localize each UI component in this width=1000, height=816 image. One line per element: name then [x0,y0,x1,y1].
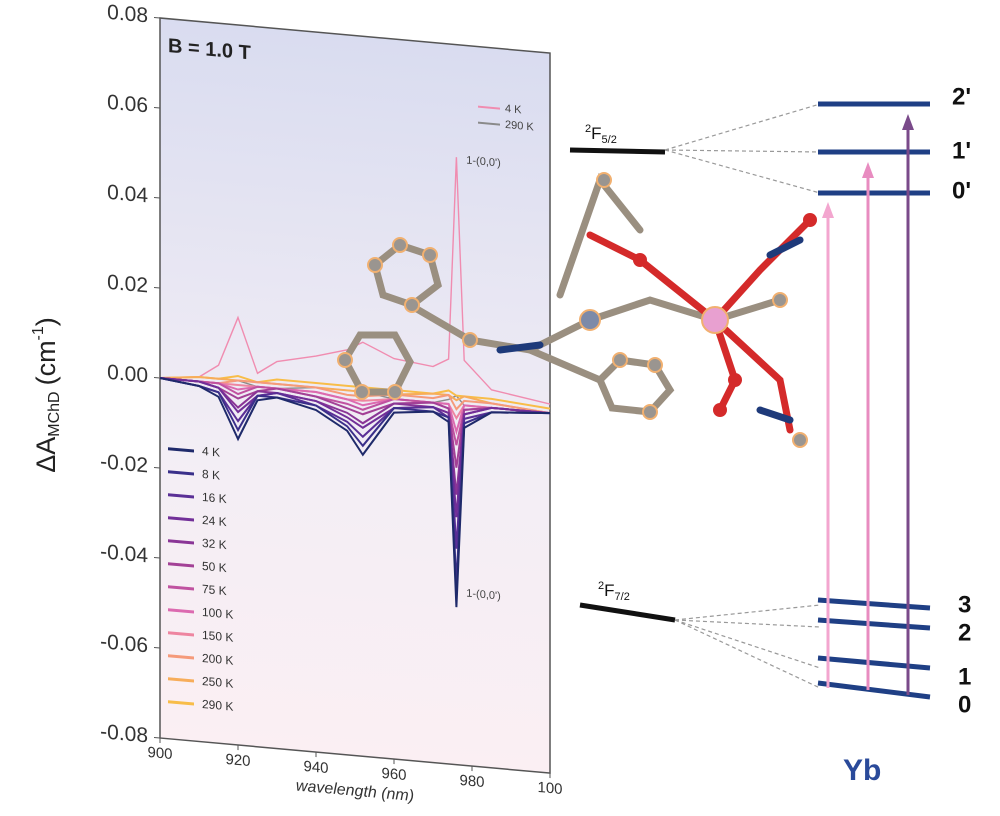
legend-swatch [168,539,194,545]
y-tick-label: -0.08 [100,720,148,747]
data-line [160,377,550,446]
lower-term-level [579,602,676,623]
y-tick-label: 0.02 [107,271,148,298]
plot-area: 0.08 0.06 0.04 0.02 0.00 -0.02 -0.04 -0.06 -0.08… [100,1,562,805]
legend-label: 4 K [202,444,220,460]
x-tick-label: 980 [459,772,484,791]
x-tick-label: 920 [225,751,250,770]
annotation: 1-(0,0') [466,587,500,602]
legend-swatch [168,516,194,522]
data-line [159,377,551,608]
y-label-unit: (cm [31,340,61,385]
term-multiplicity: 2 [598,580,604,592]
legend-label: 16 K [202,490,227,506]
legend-label: 50 K [202,559,227,575]
term-j: 5/2 [602,134,617,146]
y-label-sub: MChD [46,391,63,436]
level-label: 3 [958,591,971,618]
legend-label: 24 K [202,513,227,529]
y-tick-label: 0.08 [107,1,148,28]
annotation: 1-(0,0') [466,154,500,169]
legend-label: 250 K [202,674,233,691]
inset-legend-label: 290 K [505,119,534,134]
inset-legend-label: 4 K [505,103,522,117]
legend-label: 32 K [202,536,227,552]
inset-legend-swatch [478,121,500,126]
y-tick-label: 0.06 [107,91,148,118]
y-tick-label: -0.06 [100,630,148,657]
y-tick-label: 0.00 [107,361,148,388]
legend-swatch [168,447,194,453]
legend-label: 200 K [202,651,233,668]
y-tick [154,376,160,379]
legend-swatch [168,677,194,683]
legend-swatch [168,608,194,614]
level-label: 2' [952,83,971,110]
molecule [337,172,817,448]
legend-label: 75 K [202,582,227,598]
level-label: 1 [958,663,971,690]
y-tick-label: -0.02 [100,450,148,477]
upper-term-label: 2F5/2 [585,123,617,146]
term-symbol: F [591,124,601,143]
y-tick [154,196,160,199]
legend-swatch [168,700,194,706]
data-line [160,377,550,468]
legend-swatch [168,654,194,660]
level-label: 2 [958,619,971,646]
y-tick [154,556,160,559]
y-tick [154,466,160,469]
x-tick-label: 900 [147,744,172,763]
y-axis-label: ΔAMChD (cm-1) [30,317,63,473]
data-line [160,377,550,436]
level-label: 0 [958,691,971,718]
x-tick-label: 960 [381,765,406,784]
level-label: 0' [952,177,971,204]
y-tick [154,106,160,109]
legend-swatch [168,562,194,568]
x-tick-label: 940 [303,758,328,777]
y-tick-label: 0.04 [107,181,148,208]
y-tick-label: -0.04 [100,540,148,567]
term-symbol: F [604,581,614,600]
term-multiplicity: 2 [585,123,591,135]
data-line [160,377,550,518]
energy-diagram [569,101,931,700]
lower-term-label: 2F7/2 [598,580,630,603]
upper-term-level [569,147,666,155]
legend-swatch [168,470,194,476]
legend-label: 150 K [202,628,233,645]
legend-swatch [168,493,194,499]
legend-label: 8 K [202,467,220,483]
ion-label: Yb [843,754,881,787]
y-tick [154,286,160,289]
data-line [160,377,550,421]
x-tick-label: 100 [537,779,562,798]
legend-label: 100 K [202,605,233,622]
inset-legend-swatch [478,105,500,110]
level-label: 1' [952,137,971,164]
y-tick [154,16,160,19]
term-j: 7/2 [615,591,630,603]
legend-swatch [168,631,194,637]
y-tick [154,736,160,739]
y-label-sup: -1 [30,326,47,340]
legend-label: 290 K [202,697,233,714]
data-line [159,374,551,410]
y-label-close: ) [31,317,61,326]
legend-swatch [168,585,194,591]
y-label-main: ΔA [31,437,61,473]
y-tick [154,646,160,649]
